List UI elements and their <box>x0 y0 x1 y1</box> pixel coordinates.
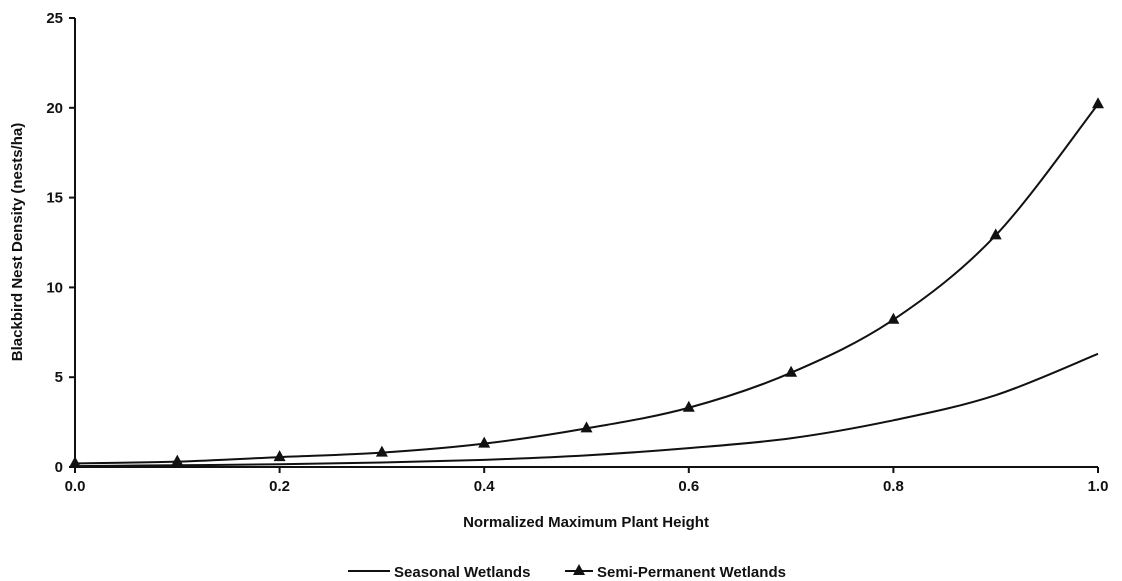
data-point-semi-permanent-wetlands <box>478 436 491 448</box>
data-point-semi-permanent-wetlands <box>375 445 388 457</box>
x-axis-title: Normalized Maximum Plant Height <box>463 514 709 531</box>
y-tick-label: 0 <box>55 459 63 476</box>
series-line-semi-permanent-wetlands <box>74 103 1099 465</box>
x-tick-label: 1.0 <box>1088 478 1109 495</box>
x-tick-label: 0.0 <box>65 478 86 495</box>
x-tick-label: 0.2 <box>269 478 290 495</box>
data-point-semi-permanent-wetlands <box>171 454 184 466</box>
data-point-semi-permanent-wetlands <box>989 228 1002 240</box>
series-layer <box>69 97 1104 468</box>
series-line-seasonal-wetlands <box>74 352 1099 468</box>
data-point-semi-permanent-wetlands <box>887 312 900 324</box>
y-tick-label: 25 <box>46 10 63 27</box>
y-tick-label: 20 <box>46 100 63 117</box>
data-point-semi-permanent-wetlands <box>682 400 695 412</box>
data-point-semi-permanent-wetlands <box>273 450 286 462</box>
y-axis-ticks: 0 5 10 15 20 25 <box>46 10 75 476</box>
x-tick-label: 0.8 <box>883 478 904 495</box>
y-axis-title: Blackbird Nest Density (nests/ha) <box>9 123 26 361</box>
data-point-semi-permanent-wetlands <box>580 421 593 433</box>
legend-label-semi-permanent: Semi-Permanent Wetlands <box>597 564 786 581</box>
x-tick-label: 0.4 <box>474 478 496 495</box>
legend: Seasonal Wetlands Semi-Permanent Wetland… <box>348 564 786 581</box>
data-point-semi-permanent-wetlands <box>1092 97 1104 109</box>
x-axis-ticks: 0.0 0.2 0.4 0.6 0.8 1.0 <box>65 467 1109 495</box>
x-tick-label: 0.6 <box>678 478 699 495</box>
data-point-semi-permanent-wetlands <box>785 365 798 377</box>
data-point-semi-permanent-wetlands <box>69 456 81 468</box>
legend-marker-triangle <box>573 564 585 575</box>
y-tick-label: 10 <box>46 279 63 296</box>
legend-label-seasonal: Seasonal Wetlands <box>394 564 530 581</box>
y-tick-label: 15 <box>46 190 63 207</box>
y-tick-label: 5 <box>55 369 63 386</box>
